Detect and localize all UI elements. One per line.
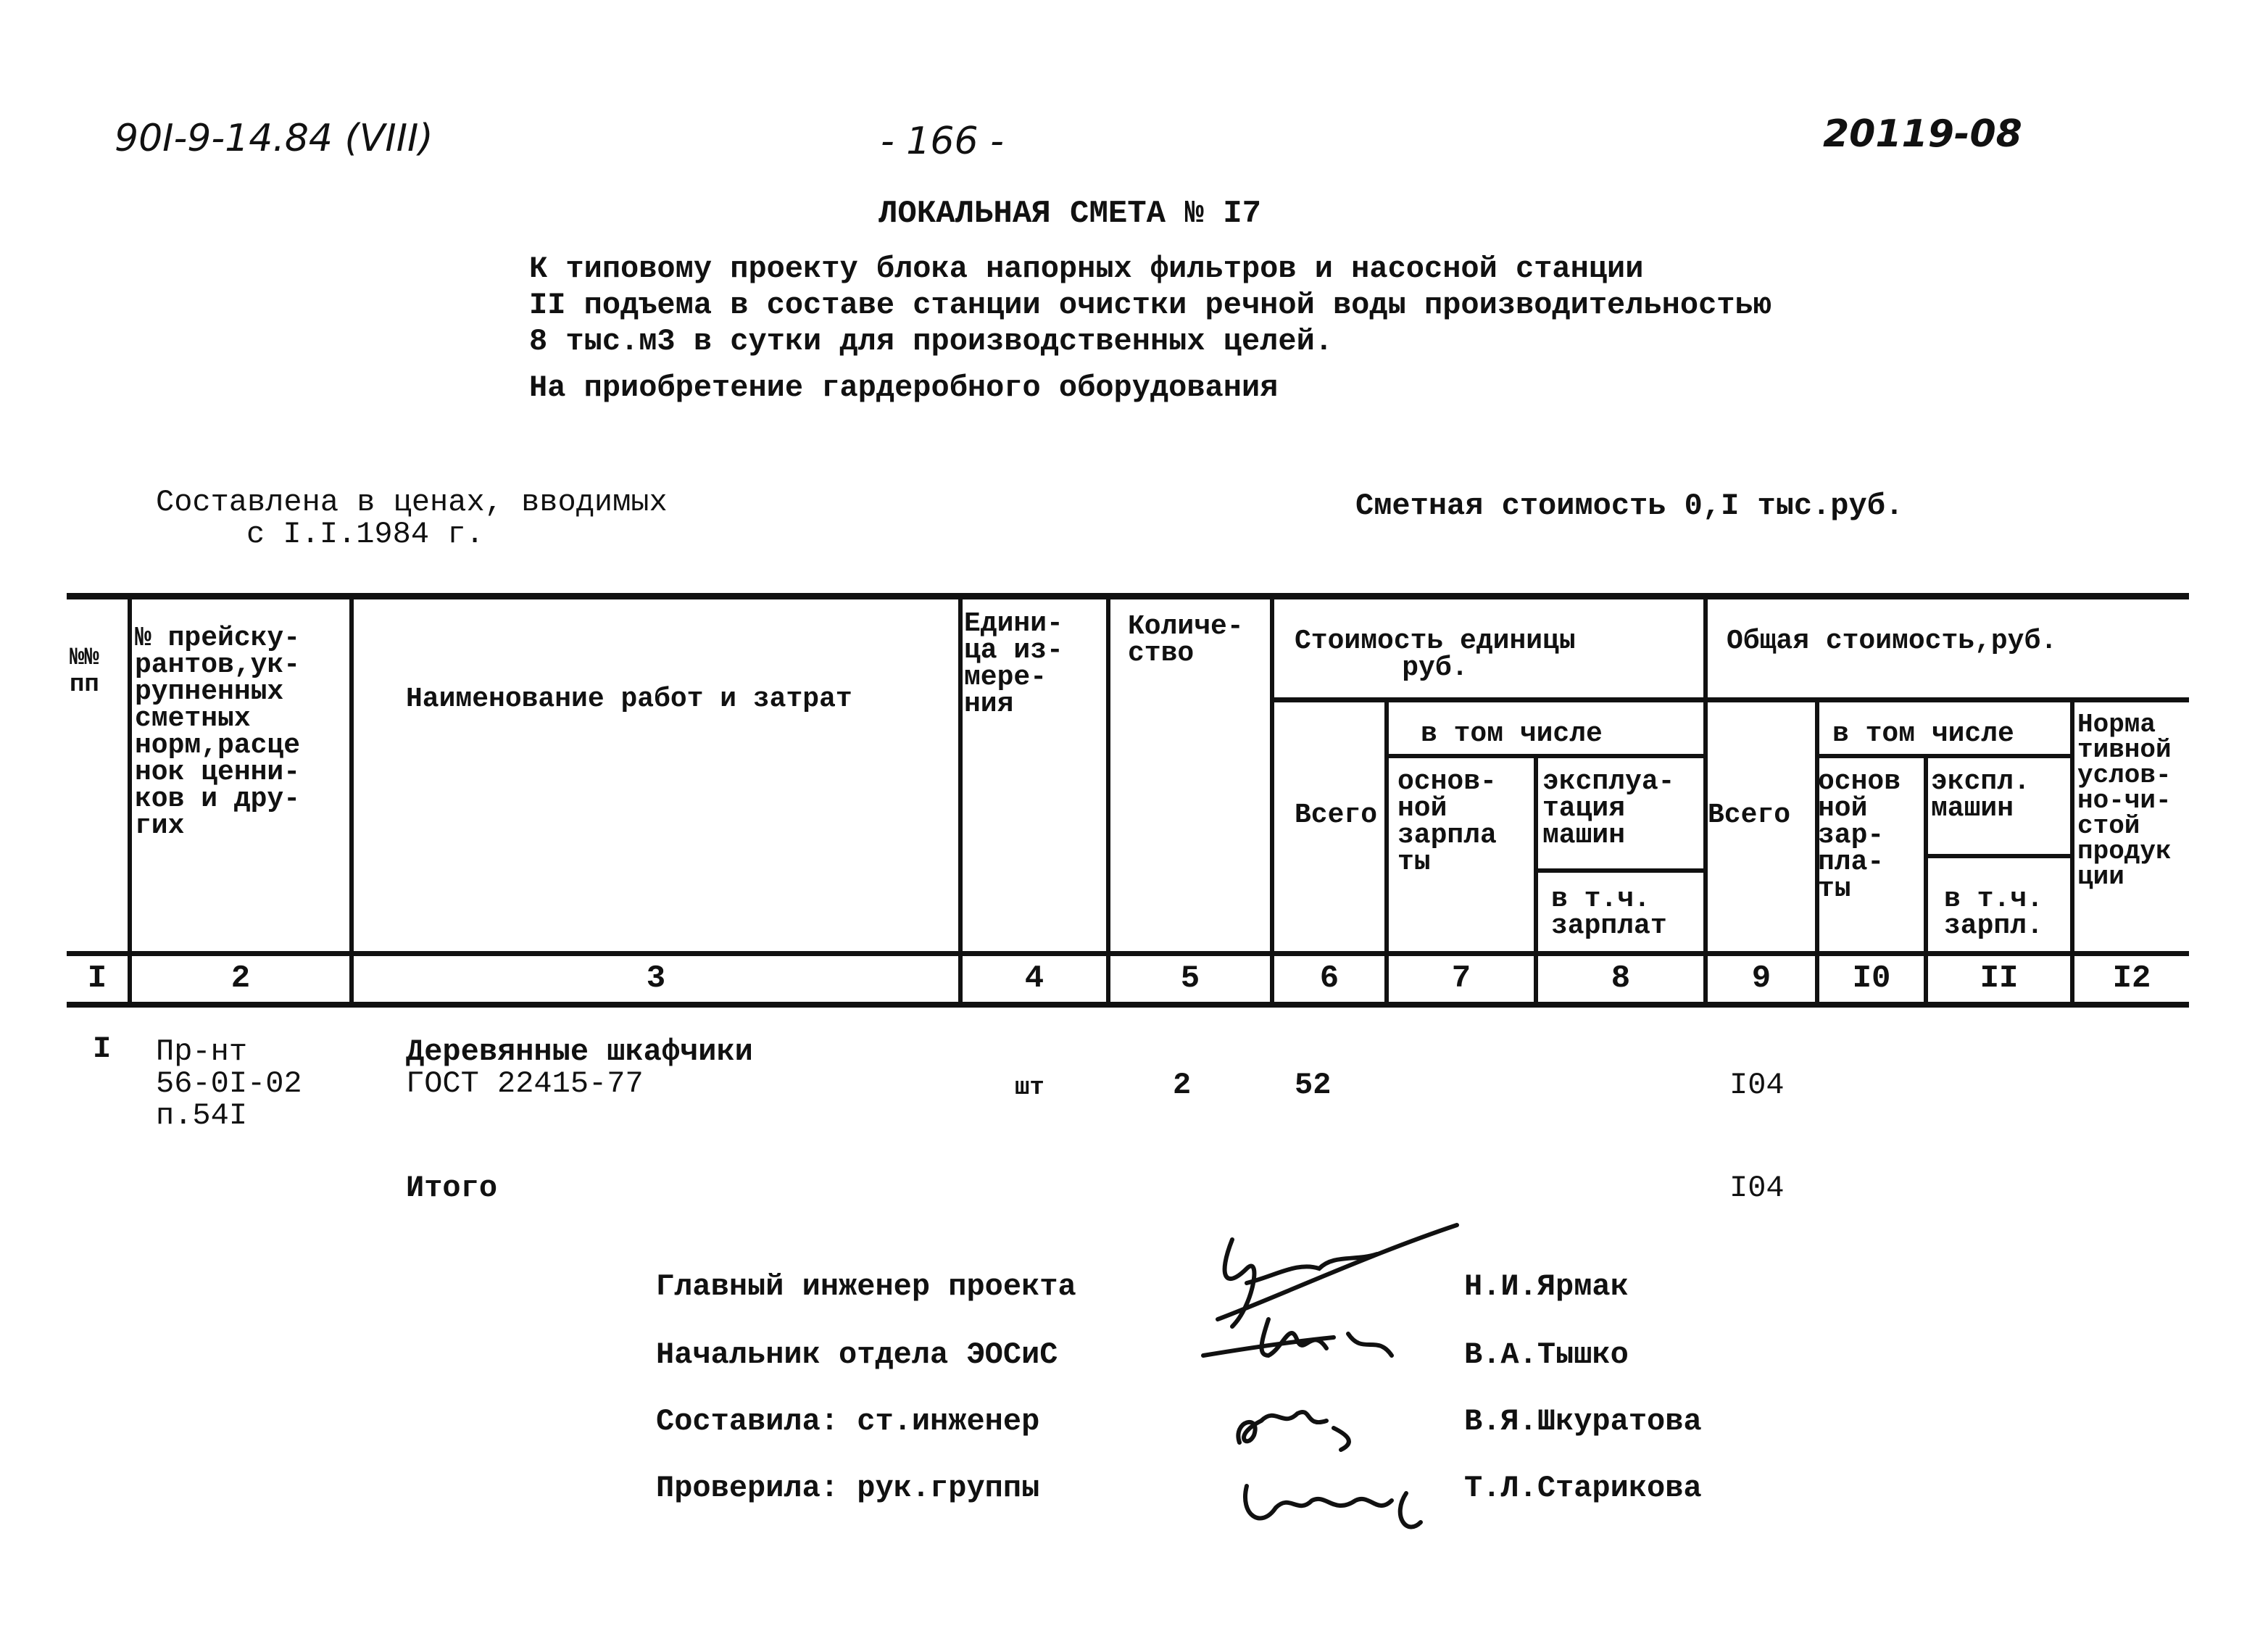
total-value: I04 bbox=[1729, 1171, 1785, 1205]
row-total: I04 bbox=[1729, 1068, 1785, 1103]
description-line: II подъема в составе станции очистки реч… bbox=[529, 288, 1771, 323]
row-name: Деревянные шкафчики bbox=[406, 1034, 753, 1069]
prices-date: с I.I.1984 г. bbox=[246, 517, 484, 552]
row-code: п.54I bbox=[156, 1098, 248, 1133]
handwritten-signatures bbox=[1201, 1223, 1459, 1529]
column-number: 2 bbox=[230, 960, 251, 997]
row-number: I bbox=[93, 1032, 112, 1066]
header-total-wages: основ ной зар- пла- ты bbox=[1818, 766, 1901, 905]
row-quantity: 2 bbox=[1173, 1068, 1192, 1103]
description-line: 8 тыс.м3 в сутки для производственных це… bbox=[529, 324, 1333, 359]
header-unit: Едини- ца из- мере- ния bbox=[964, 608, 1063, 720]
header-normative-production: Норма тивной услов- но-чи- стой продук ц… bbox=[2077, 710, 2172, 892]
signature-name: Н.И.Ярмак bbox=[1464, 1269, 1629, 1304]
header-total-machine-wages: в т.ч. зарпл. bbox=[1944, 884, 2043, 942]
column-number: 3 bbox=[646, 960, 666, 997]
header-row-number: №№ пп bbox=[70, 644, 99, 699]
column-number: 4 bbox=[1024, 960, 1044, 997]
doc-code: 90I-9-14.84 (VIII) bbox=[115, 117, 433, 160]
signature-role: Начальник отдела ЭОСиС bbox=[656, 1337, 1058, 1372]
description-line: К типовому проекту блока напорных фильтр… bbox=[529, 252, 1644, 286]
purpose: На приобретение гардеробного оборудовани… bbox=[529, 370, 1279, 405]
signature-name: Т.Л.Старикова bbox=[1464, 1471, 1702, 1506]
row-code: Пр-нт bbox=[156, 1034, 248, 1069]
header-total: Всего bbox=[1708, 800, 1791, 831]
header-unit-machine-wages: в т.ч. зарплат bbox=[1551, 884, 1667, 942]
document-title: ЛОКАЛЬНАЯ СМЕТА № I7 bbox=[878, 196, 1262, 232]
column-number: 9 bbox=[1751, 960, 1771, 997]
row-code: 56-0I-02 bbox=[156, 1066, 302, 1101]
header-price-list: № прейску- рантов,ук- рупненных сметных … bbox=[135, 623, 301, 842]
header-unit-cost: Стоимость единицы руб. bbox=[1295, 626, 1576, 684]
header-unit-wages: основ- ной зарпла ты bbox=[1397, 766, 1497, 878]
signature-role: Составила: ст.инженер bbox=[656, 1404, 1040, 1439]
column-number: 7 bbox=[1451, 960, 1471, 997]
header-total-cost: Общая стоимость,руб. bbox=[1727, 626, 2058, 657]
header-including-2: в том числе bbox=[1832, 718, 2014, 750]
header-unit-total: Всего bbox=[1295, 800, 1378, 831]
signature-role: Главный инженер проекта bbox=[656, 1269, 1076, 1304]
header-quantity: Количе- ство bbox=[1128, 611, 1244, 669]
signature-name: В.Я.Шкуратова bbox=[1464, 1404, 1702, 1439]
row-name: ГОСТ 22415-77 bbox=[406, 1066, 644, 1101]
column-number: I0 bbox=[1852, 960, 1891, 997]
archive-code: 20119-08 bbox=[1823, 112, 2022, 156]
header-total-machines: экспл. машин bbox=[1931, 766, 2030, 824]
header-including-1: в том числе bbox=[1421, 718, 1603, 750]
signature-starikova bbox=[1243, 1484, 1423, 1529]
row-unit-total: 52 bbox=[1295, 1068, 1332, 1103]
signature-shkuratova bbox=[1236, 1410, 1351, 1452]
prices-note: Составлена в ценах, вводимых bbox=[156, 485, 668, 520]
column-number: I2 bbox=[2112, 960, 2151, 997]
column-number: 6 bbox=[1319, 960, 1339, 997]
header-unit-machines: эксплуа- тация машин bbox=[1542, 766, 1675, 851]
header-work-name: Наименование работ и затрат bbox=[406, 684, 852, 715]
column-number: I bbox=[87, 960, 107, 997]
signature-role: Проверила: рук.группы bbox=[656, 1471, 1040, 1506]
signature-name: В.А.Тышко bbox=[1464, 1337, 1629, 1372]
estimated-cost: Сметная стоимость 0,I тыс.руб. bbox=[1355, 489, 1904, 523]
row-unit: шт bbox=[1015, 1074, 1044, 1102]
column-number: II bbox=[1980, 960, 2019, 997]
column-number: 8 bbox=[1611, 960, 1631, 997]
signature-tyshko bbox=[1201, 1317, 1394, 1358]
signature-yarmak bbox=[1216, 1223, 1459, 1329]
column-number: 5 bbox=[1180, 960, 1200, 997]
total-label: Итого bbox=[406, 1171, 498, 1205]
page-number: - 166 - bbox=[881, 120, 1004, 163]
